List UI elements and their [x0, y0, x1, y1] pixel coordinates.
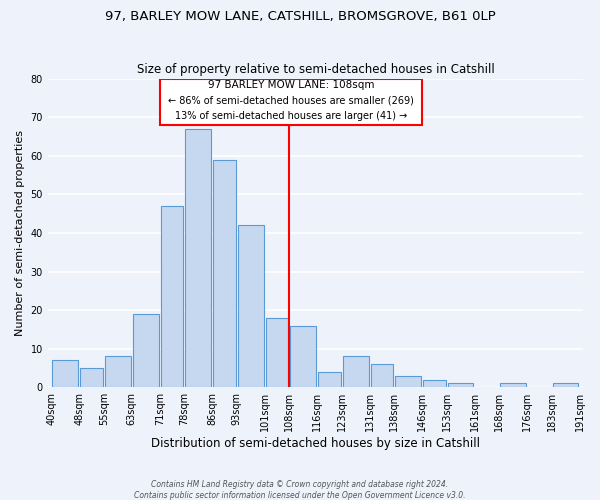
- Bar: [318, 372, 341, 388]
- Bar: [371, 364, 393, 388]
- Bar: [266, 318, 288, 388]
- Text: Contains HM Land Registry data © Crown copyright and database right 2024.
Contai: Contains HM Land Registry data © Crown c…: [134, 480, 466, 500]
- Bar: [160, 78, 422, 125]
- Text: ← 86% of semi-detached houses are smaller (269): ← 86% of semi-detached houses are smalle…: [168, 96, 414, 106]
- Title: Size of property relative to semi-detached houses in Catshill: Size of property relative to semi-detach…: [137, 63, 494, 76]
- Bar: [448, 384, 473, 388]
- Y-axis label: Number of semi-detached properties: Number of semi-detached properties: [15, 130, 25, 336]
- Bar: [500, 384, 526, 388]
- Bar: [290, 326, 316, 388]
- Bar: [105, 356, 131, 388]
- Bar: [161, 206, 183, 388]
- Bar: [238, 225, 263, 388]
- Text: 97 BARLEY MOW LANE: 108sqm: 97 BARLEY MOW LANE: 108sqm: [208, 80, 374, 90]
- Bar: [80, 368, 103, 388]
- Bar: [395, 376, 421, 388]
- Text: 97, BARLEY MOW LANE, CATSHILL, BROMSGROVE, B61 0LP: 97, BARLEY MOW LANE, CATSHILL, BROMSGROV…: [104, 10, 496, 23]
- Bar: [213, 160, 236, 388]
- Text: 13% of semi-detached houses are larger (41) →: 13% of semi-detached houses are larger (…: [175, 112, 407, 122]
- Bar: [185, 128, 211, 388]
- Bar: [133, 314, 158, 388]
- Bar: [52, 360, 78, 388]
- Bar: [553, 384, 578, 388]
- X-axis label: Distribution of semi-detached houses by size in Catshill: Distribution of semi-detached houses by …: [151, 437, 480, 450]
- Bar: [423, 380, 446, 388]
- Bar: [343, 356, 368, 388]
